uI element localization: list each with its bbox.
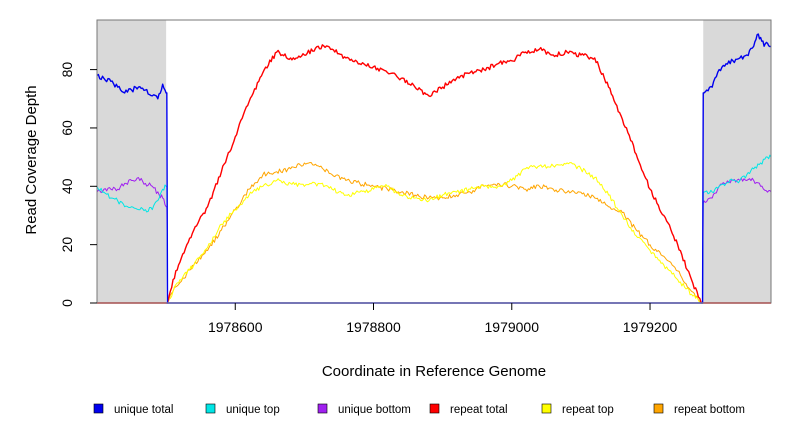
legend-label-repeat-bottom: repeat bottom: [674, 404, 745, 416]
series-repeat-total: [97, 44, 771, 304]
legend-label-unique-top: unique top: [226, 404, 280, 416]
shaded-regions: [97, 20, 771, 303]
legend-label-repeat-top: repeat top: [562, 404, 614, 416]
legend-swatch-unique-total: [93, 403, 104, 414]
y-axis-title: Read Coverage Depth: [23, 85, 40, 234]
x-axis: 1978600 1978800 1979000 1979200: [208, 303, 677, 335]
plot-frame: [96, 19, 772, 304]
y-axis: 0 20 40 60 80: [59, 62, 97, 307]
x-tick-label-1979200: 1979200: [623, 319, 678, 335]
y-tick-label-40: 40: [59, 178, 75, 194]
y-tick-label-60: 60: [59, 120, 75, 136]
series-repeat-top: [97, 162, 771, 304]
series-repeat-bottom: [97, 162, 771, 304]
legend-swatch-repeat-total: [429, 403, 440, 414]
legend-swatch-repeat-top: [541, 403, 552, 414]
y-tick-label-0: 0: [59, 299, 75, 307]
right-unique-region: [703, 20, 771, 303]
legend-label-unique-bottom: unique bottom: [338, 404, 411, 416]
legend-swatch-unique-top: [205, 403, 216, 414]
y-tick-label-80: 80: [59, 62, 75, 78]
legend-swatch-unique-bottom: [317, 403, 328, 414]
legend: unique total unique top unique bottom repea…: [93, 403, 745, 416]
legend-label-unique-total: unique total: [114, 404, 173, 416]
x-tick-label-1978600: 1978600: [208, 319, 263, 335]
legend-swatch-repeat-bottom: [653, 403, 664, 414]
x-axis-title: Coordinate in Reference Genome: [322, 363, 546, 380]
left-unique-region: [97, 20, 167, 303]
legend-label-repeat-total: repeat total: [450, 404, 508, 416]
x-tick-label-1978800: 1978800: [346, 319, 401, 335]
y-tick-label-20: 20: [59, 237, 75, 253]
x-tick-label-1979000: 1979000: [485, 319, 540, 335]
